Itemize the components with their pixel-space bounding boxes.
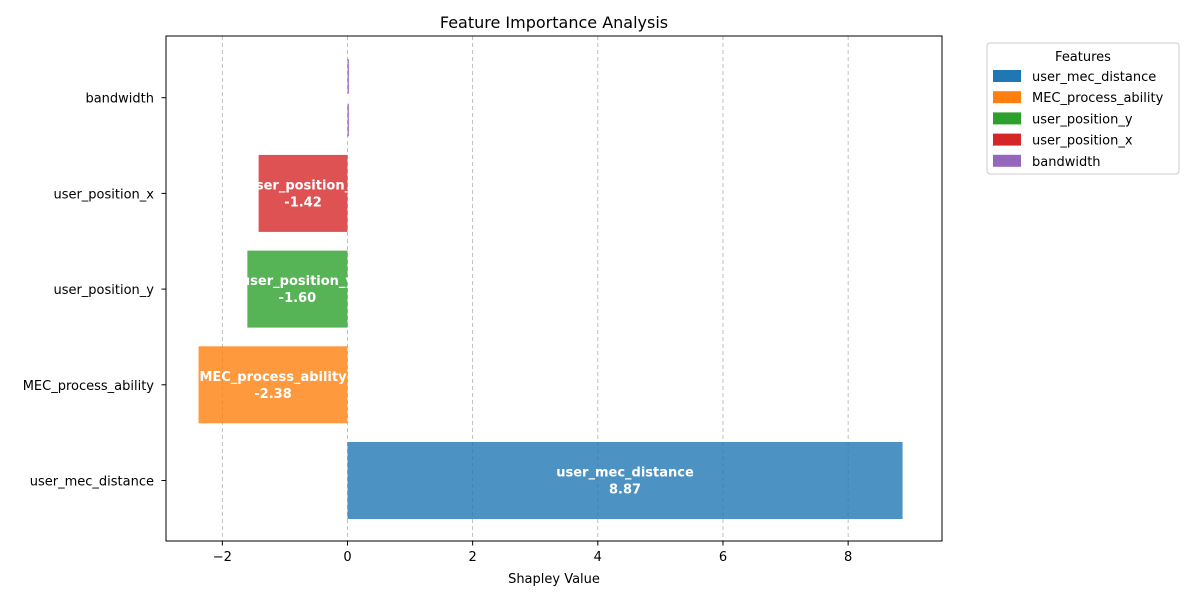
x-tick-label: 8	[844, 550, 852, 565]
legend-title: Features	[1055, 50, 1111, 65]
y-tick-label: user_position_y	[53, 283, 154, 298]
bar-label-value: -2.38	[254, 387, 291, 402]
x-tick-label: 6	[719, 550, 727, 565]
bar-mec-process-ability	[198, 346, 348, 424]
bar-label-value: -1.42	[284, 195, 321, 210]
bar-label-value: 8.87	[609, 483, 641, 498]
bar-label-name: user_mec_distance	[556, 466, 694, 481]
bar-label-name: user_position_x	[247, 178, 361, 193]
x-tick-label: 0	[343, 550, 351, 565]
y-tick-label: MEC_process_ability	[23, 379, 155, 394]
y-tick-label: bandwidth	[85, 92, 154, 107]
bars: user_mec_distance 8.87 MEC_process_ability…	[198, 59, 903, 519]
axes: −2 0 2 4 6 8 user_mec_distance MEC_process_abil…	[23, 35, 943, 565]
x-tick-label: 4	[594, 550, 602, 565]
legend: Features user_mec_distance MEC_process_abi…	[986, 42, 1180, 175]
legend-box	[986, 42, 1180, 175]
legend-entry: user_mec_distance	[1032, 70, 1156, 85]
x-tick-label: −2	[213, 550, 232, 565]
legend-swatch	[993, 154, 1021, 167]
bar-label-value: -1.60	[279, 291, 316, 306]
bar-label-mark	[345, 93, 349, 104]
legend-swatch	[993, 70, 1021, 82]
legend-entry: bandwidth	[1032, 155, 1101, 170]
legend-entry: user_position_x	[1032, 134, 1133, 149]
y-tick-label: user_mec_distance	[30, 475, 154, 490]
bar-label-name: user_position_y	[241, 274, 355, 289]
plot-frame	[165, 35, 943, 542]
chart-title: Feature Importance Analysis	[440, 13, 668, 32]
x-axis-label: Shapley Value	[508, 572, 600, 587]
legend-swatch	[993, 112, 1021, 125]
legend-entry: user_position_y	[1032, 112, 1133, 127]
legend-entry: MEC_process_ability	[1032, 91, 1164, 106]
y-tick-label: user_position_x	[53, 187, 154, 202]
x-tick-label: 2	[469, 550, 477, 565]
bar-label-name: MEC_process_ability	[199, 370, 347, 385]
bar-user-position-y	[247, 250, 348, 328]
bar-user-mec-distance	[347, 442, 903, 519]
legend-swatch	[993, 91, 1021, 104]
legend-swatch	[993, 133, 1021, 146]
bar-user-position-x	[258, 154, 348, 232]
